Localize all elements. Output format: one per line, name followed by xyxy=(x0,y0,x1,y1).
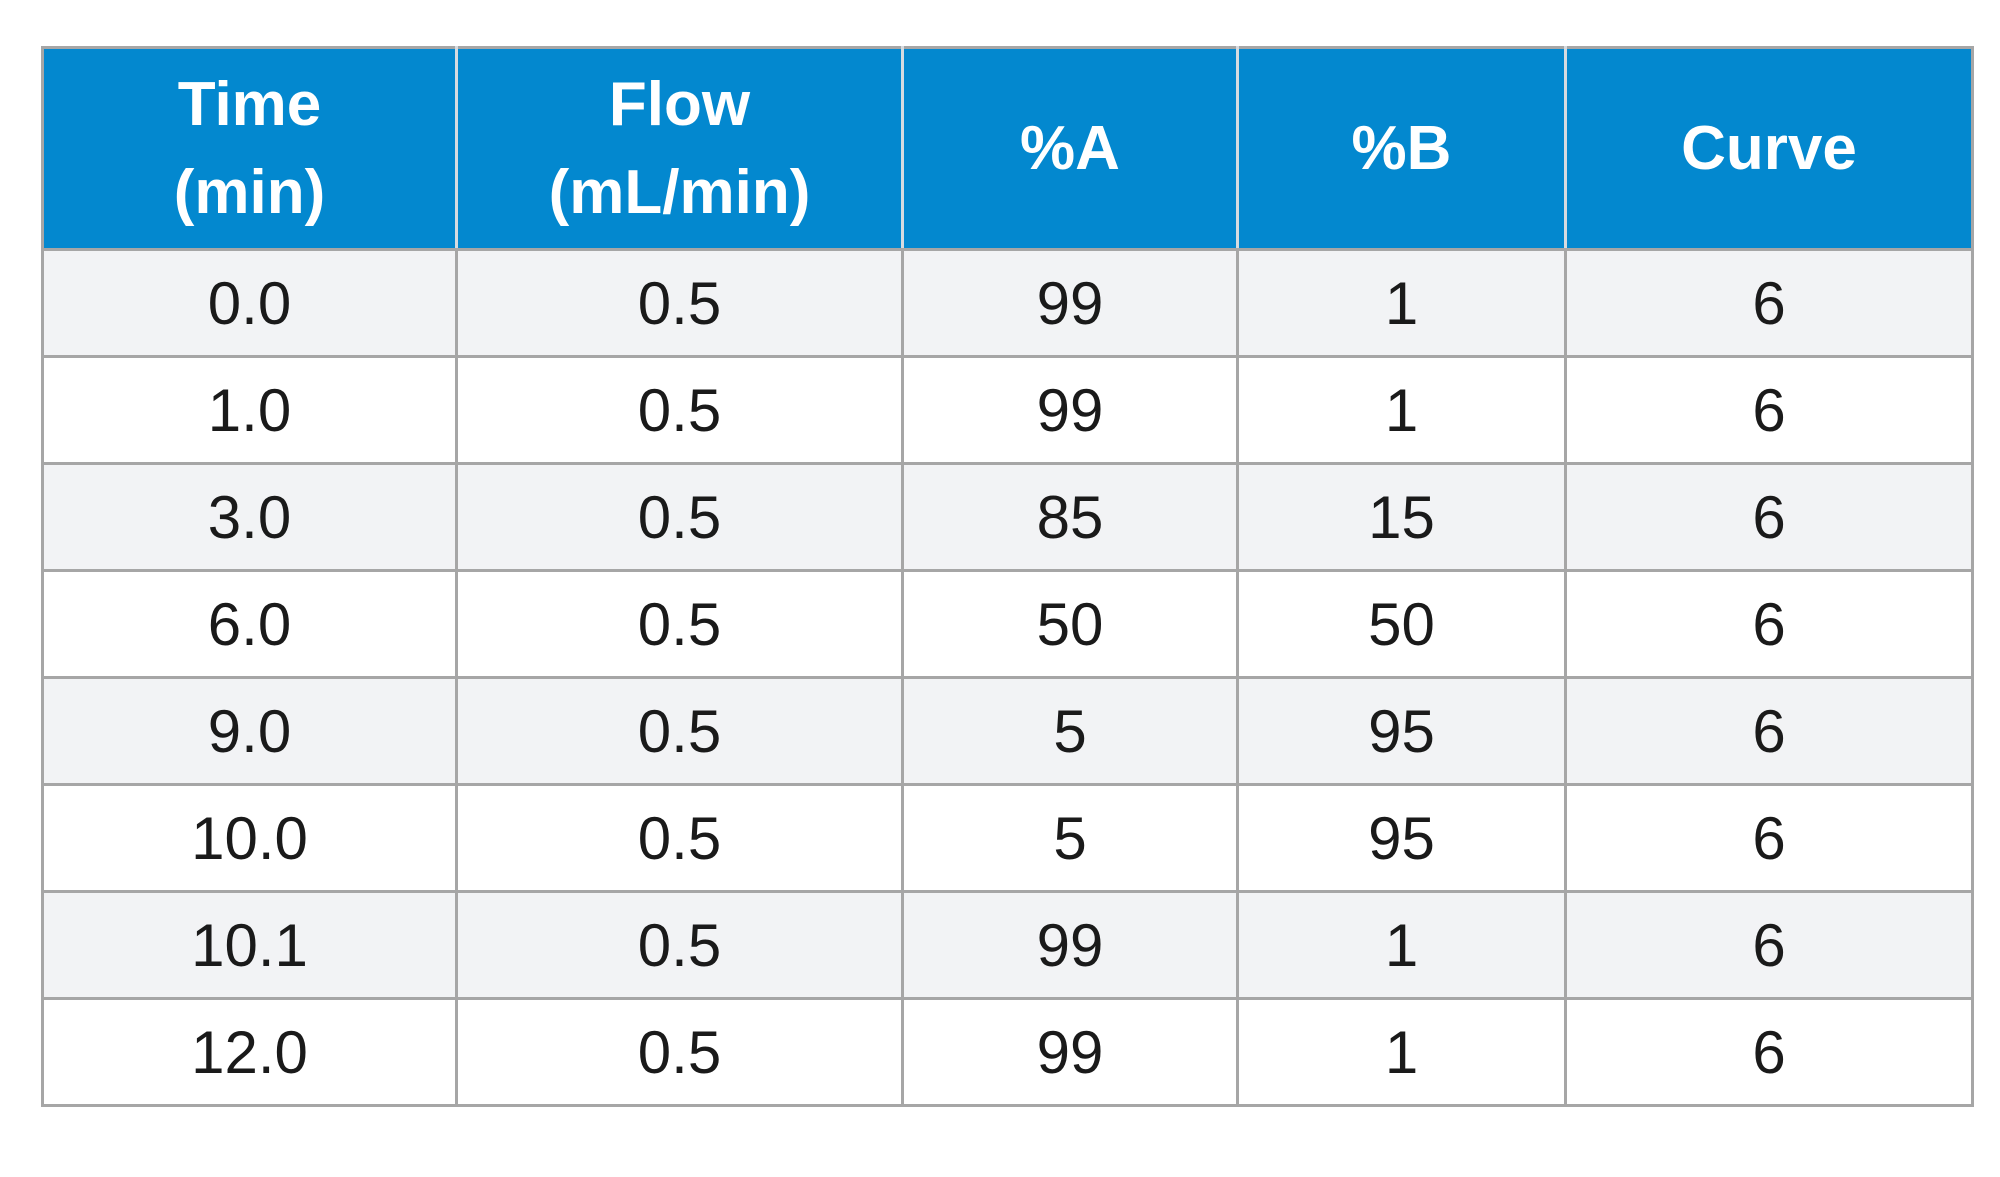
cell-percent-b: 15 xyxy=(1236,462,1567,572)
header-time-unit: (min) xyxy=(173,157,326,227)
cell-time: 12.0 xyxy=(41,997,458,1107)
cell-time: 3.0 xyxy=(41,462,458,572)
header-percent-b-label: %B xyxy=(1351,113,1452,183)
cell-flow: 0.5 xyxy=(455,890,904,1000)
table-row: 10.1 0.5 99 1 6 xyxy=(41,890,1974,1000)
table-body: 0.0 0.5 99 1 6 1.0 0.5 99 1 6 3.0 0.5 85 15 6 6.0 0.5 50 5… xyxy=(41,248,1974,1107)
table-row: 9.0 0.5 5 95 6 xyxy=(41,676,1974,786)
cell-percent-a: 99 xyxy=(901,997,1239,1107)
table-row: 1.0 0.5 99 1 6 xyxy=(41,355,1974,465)
gradient-table: Time (min) Flow (mL/min) %A %B Curve 0.0… xyxy=(41,46,1974,1107)
cell-curve: 6 xyxy=(1564,676,1974,786)
cell-time: 0.0 xyxy=(41,248,458,358)
header-flow: Flow (mL/min) xyxy=(455,46,904,251)
header-row: Time (min) Flow (mL/min) %A %B Curve xyxy=(41,46,1974,251)
cell-percent-a: 99 xyxy=(901,890,1239,1000)
cell-curve: 6 xyxy=(1564,997,1974,1107)
cell-flow: 0.5 xyxy=(455,676,904,786)
cell-percent-b: 1 xyxy=(1236,890,1567,1000)
cell-curve: 6 xyxy=(1564,248,1974,358)
cell-percent-a: 85 xyxy=(901,462,1239,572)
header-curve: Curve xyxy=(1564,46,1974,251)
cell-time: 6.0 xyxy=(41,569,458,679)
cell-flow: 0.5 xyxy=(455,462,904,572)
gradient-table-container: Time (min) Flow (mL/min) %A %B Curve 0.0… xyxy=(41,46,1974,1107)
cell-curve: 6 xyxy=(1564,355,1974,465)
cell-flow: 0.5 xyxy=(455,997,904,1107)
cell-flow: 0.5 xyxy=(455,355,904,465)
cell-percent-b: 1 xyxy=(1236,997,1567,1107)
cell-percent-b: 50 xyxy=(1236,569,1567,679)
cell-percent-b: 1 xyxy=(1236,248,1567,358)
cell-curve: 6 xyxy=(1564,890,1974,1000)
header-percent-a: %A xyxy=(901,46,1239,251)
cell-time: 1.0 xyxy=(41,355,458,465)
header-percent-b: %B xyxy=(1236,46,1567,251)
cell-percent-a: 50 xyxy=(901,569,1239,679)
cell-percent-a: 99 xyxy=(901,248,1239,358)
table-header: Time (min) Flow (mL/min) %A %B Curve xyxy=(41,46,1974,251)
cell-time: 9.0 xyxy=(41,676,458,786)
table-row: 12.0 0.5 99 1 6 xyxy=(41,997,1974,1107)
cell-time: 10.0 xyxy=(41,783,458,893)
header-curve-label: Curve xyxy=(1681,113,1857,183)
cell-time: 10.1 xyxy=(41,890,458,1000)
cell-percent-b: 95 xyxy=(1236,783,1567,893)
cell-percent-a: 5 xyxy=(901,783,1239,893)
cell-percent-b: 95 xyxy=(1236,676,1567,786)
table-row: 3.0 0.5 85 15 6 xyxy=(41,462,1974,572)
table-row: 6.0 0.5 50 50 6 xyxy=(41,569,1974,679)
cell-flow: 0.5 xyxy=(455,248,904,358)
cell-flow: 0.5 xyxy=(455,569,904,679)
cell-flow: 0.5 xyxy=(455,783,904,893)
header-flow-unit: (mL/min) xyxy=(548,157,811,227)
cell-percent-a: 99 xyxy=(901,355,1239,465)
cell-curve: 6 xyxy=(1564,462,1974,572)
table-row: 10.0 0.5 5 95 6 xyxy=(41,783,1974,893)
table-row: 0.0 0.5 99 1 6 xyxy=(41,248,1974,358)
cell-percent-b: 1 xyxy=(1236,355,1567,465)
cell-percent-a: 5 xyxy=(901,676,1239,786)
header-flow-label: Flow xyxy=(608,69,751,139)
cell-curve: 6 xyxy=(1564,783,1974,893)
header-time-label: Time xyxy=(177,69,322,139)
header-time: Time (min) xyxy=(41,46,458,251)
cell-curve: 6 xyxy=(1564,569,1974,679)
header-percent-a-label: %A xyxy=(1020,113,1120,183)
